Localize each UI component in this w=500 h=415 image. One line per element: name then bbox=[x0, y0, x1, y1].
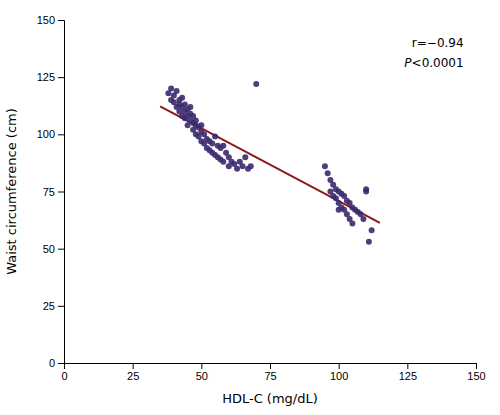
x-tick: 125 bbox=[399, 363, 417, 382]
point bbox=[220, 143, 226, 149]
x-tick: 150 bbox=[467, 363, 485, 382]
y-tick-mark bbox=[58, 306, 64, 307]
x-tick: 0 bbox=[61, 363, 67, 382]
point bbox=[198, 122, 204, 128]
x-axis: 0 25 50 75 100 125 150 bbox=[61, 363, 485, 382]
x-tick: 50 bbox=[196, 363, 208, 382]
point bbox=[234, 166, 240, 172]
y-tick-mark bbox=[58, 249, 64, 250]
y-axis: 0 25 50 75 100 125 150 bbox=[37, 14, 65, 369]
y-tick: 75 bbox=[43, 186, 64, 198]
y-tick-label: 100 bbox=[37, 128, 55, 140]
annotation: P<0.0001 bbox=[404, 56, 463, 70]
y-tick: 25 bbox=[43, 300, 64, 312]
point bbox=[212, 134, 218, 140]
y-tick-mark bbox=[58, 192, 64, 193]
point bbox=[193, 118, 199, 124]
point bbox=[209, 140, 215, 146]
point bbox=[366, 239, 372, 245]
point bbox=[168, 86, 174, 92]
y-tick-mark bbox=[58, 77, 64, 78]
x-tick: 100 bbox=[330, 363, 348, 382]
annotation: r=−0.94 bbox=[412, 36, 464, 50]
x-tick-label: 0 bbox=[61, 370, 67, 382]
regression-line bbox=[160, 106, 380, 222]
annotations: r=−0.94 P<0.0001 bbox=[404, 36, 463, 70]
x-tick-label: 25 bbox=[127, 370, 139, 382]
y-tick-label: 125 bbox=[37, 71, 55, 83]
y-tick: 150 bbox=[37, 14, 64, 26]
x-axis-line bbox=[65, 364, 477, 370]
y-tick: 50 bbox=[43, 243, 64, 255]
y-tick-label: 75 bbox=[43, 186, 55, 198]
y-tick-label: 50 bbox=[43, 243, 55, 255]
x-tick: 25 bbox=[127, 363, 139, 382]
x-tick-mark bbox=[201, 363, 202, 369]
x-tick-mark bbox=[407, 363, 408, 369]
marks bbox=[160, 81, 380, 245]
y-tick-mark bbox=[58, 363, 64, 364]
point bbox=[349, 221, 355, 227]
x-tick-label: 150 bbox=[467, 370, 485, 382]
x-tick-label: 100 bbox=[330, 370, 348, 382]
point bbox=[174, 88, 180, 94]
y-tick-mark bbox=[58, 20, 64, 21]
point bbox=[179, 95, 185, 101]
point bbox=[220, 159, 226, 165]
chart: 0 25 50 75 100 125 150 0 25 50 75 100 125 150 HDL-C (m… bbox=[0, 0, 500, 415]
points bbox=[165, 81, 374, 245]
x-tick-label: 75 bbox=[264, 370, 276, 382]
point bbox=[363, 189, 369, 195]
point bbox=[248, 163, 254, 169]
point bbox=[242, 154, 248, 160]
point bbox=[360, 216, 366, 222]
point bbox=[253, 81, 259, 87]
x-tick-mark bbox=[133, 363, 134, 369]
y-tick-label: 0 bbox=[49, 357, 55, 369]
y-tick: 0 bbox=[49, 357, 64, 369]
point bbox=[240, 163, 246, 169]
point bbox=[369, 227, 375, 233]
y-tick-label: 150 bbox=[37, 14, 55, 26]
x-tick-label: 50 bbox=[196, 370, 208, 382]
y-tick-mark bbox=[58, 134, 64, 135]
plot-area: 0 25 50 75 100 125 150 0 25 50 75 100 125 150 bbox=[37, 14, 486, 382]
point bbox=[322, 163, 328, 169]
x-tick-mark bbox=[270, 363, 271, 369]
x-tick: 75 bbox=[264, 363, 276, 382]
x-tick-mark bbox=[476, 363, 477, 369]
x-tick-label: 125 bbox=[399, 370, 417, 382]
y-tick-label: 25 bbox=[43, 300, 55, 312]
y-tick: 125 bbox=[37, 71, 64, 83]
y-axis-line bbox=[58, 21, 65, 364]
point bbox=[187, 104, 193, 110]
y-axis-title: Waist circumference (cm) bbox=[4, 108, 19, 275]
x-tick-mark bbox=[339, 363, 340, 369]
point bbox=[325, 170, 331, 176]
x-axis-title: HDL-C (mg/dL) bbox=[222, 391, 318, 406]
y-tick: 100 bbox=[37, 128, 64, 140]
